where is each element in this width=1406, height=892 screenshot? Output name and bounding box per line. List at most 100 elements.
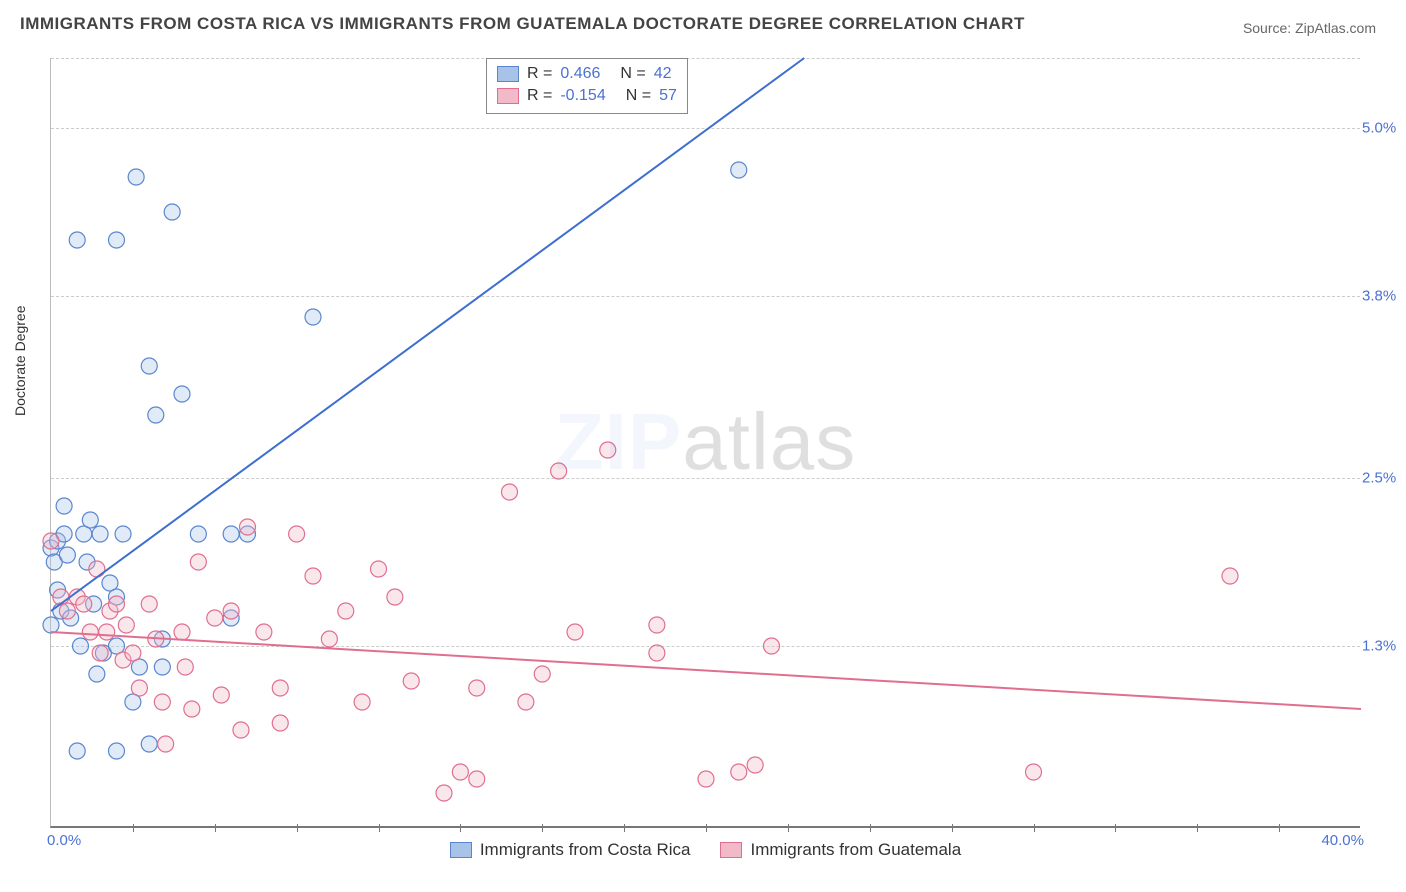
data-point (109, 232, 125, 248)
legend-item-costa-rica: Immigrants from Costa Rica (450, 840, 691, 860)
data-point (109, 743, 125, 759)
legend-row-costa-rica: R = 0.466 N = 42 (497, 63, 677, 85)
data-point (1222, 568, 1238, 584)
data-point (567, 624, 583, 640)
r-value: -0.154 (560, 87, 605, 105)
data-point (72, 638, 88, 654)
data-point (213, 687, 229, 703)
chart-title: IMMIGRANTS FROM COSTA RICA VS IMMIGRANTS… (20, 14, 1025, 34)
data-point (256, 624, 272, 640)
data-point (233, 722, 249, 738)
r-value: 0.466 (560, 65, 600, 83)
y-axis-label: Doctorate Degree (12, 305, 28, 416)
data-point (452, 764, 468, 780)
data-point (174, 386, 190, 402)
data-point (82, 512, 98, 528)
data-point (747, 757, 763, 773)
data-point (99, 624, 115, 640)
scatter-chart (51, 58, 1361, 828)
data-point (141, 596, 157, 612)
data-point (305, 568, 321, 584)
n-value: 57 (659, 87, 677, 105)
swatch-icon (497, 88, 519, 104)
y-tick-label: 5.0% (1362, 120, 1406, 137)
x-min-label: 0.0% (47, 832, 81, 849)
data-point (272, 715, 288, 731)
data-point (649, 617, 665, 633)
y-tick-label: 3.8% (1362, 288, 1406, 305)
data-point (469, 680, 485, 696)
data-point (154, 659, 170, 675)
data-point (82, 624, 98, 640)
data-point (92, 526, 108, 542)
trend-line (51, 632, 1361, 709)
data-point (59, 547, 75, 563)
data-point (1026, 764, 1042, 780)
data-point (223, 526, 239, 542)
data-point (174, 624, 190, 640)
data-point (698, 771, 714, 787)
data-point (69, 743, 85, 759)
data-point (141, 358, 157, 374)
data-point (469, 771, 485, 787)
data-point (141, 736, 157, 752)
data-point (649, 645, 665, 661)
swatch-icon (450, 842, 472, 858)
data-point (118, 617, 134, 633)
data-point (207, 610, 223, 626)
data-point (190, 554, 206, 570)
data-point (321, 631, 337, 647)
data-point (56, 498, 72, 514)
data-point (76, 596, 92, 612)
data-point (109, 596, 125, 612)
data-point (600, 442, 616, 458)
data-point (502, 484, 518, 500)
data-point (387, 589, 403, 605)
swatch-icon (720, 842, 742, 858)
data-point (289, 526, 305, 542)
data-point (190, 526, 206, 542)
x-max-label: 40.0% (1321, 832, 1364, 849)
legend-item-guatemala: Immigrants from Guatemala (720, 840, 961, 860)
y-tick-label: 1.3% (1362, 638, 1406, 655)
trend-line (51, 58, 804, 611)
data-point (148, 407, 164, 423)
data-point (338, 603, 354, 619)
data-point (59, 603, 75, 619)
data-point (89, 561, 105, 577)
source-label: Source: ZipAtlas.com (1243, 20, 1376, 36)
legend-row-guatemala: R = -0.154 N = 57 (497, 85, 677, 107)
plot-area: 1.3%2.5%3.8%5.0% ZIPatlas R = 0.466 N = … (50, 58, 1360, 828)
data-point (128, 169, 144, 185)
data-point (43, 617, 59, 633)
data-point (551, 463, 567, 479)
data-point (354, 694, 370, 710)
data-point (371, 561, 387, 577)
data-point (436, 785, 452, 801)
data-point (69, 232, 85, 248)
y-tick-label: 2.5% (1362, 470, 1406, 487)
data-point (154, 694, 170, 710)
legend-label: Immigrants from Guatemala (750, 840, 961, 860)
data-point (177, 659, 193, 675)
series-legend: Immigrants from Costa Rica Immigrants fr… (51, 840, 1360, 860)
data-point (158, 736, 174, 752)
data-point (403, 673, 419, 689)
data-point (518, 694, 534, 710)
data-point (305, 309, 321, 325)
data-point (43, 533, 59, 549)
data-point (164, 204, 180, 220)
legend-label: Immigrants from Costa Rica (480, 840, 691, 860)
data-point (534, 666, 550, 682)
data-point (764, 638, 780, 654)
n-value: 42 (654, 65, 672, 83)
data-point (731, 162, 747, 178)
data-point (115, 526, 131, 542)
data-point (89, 666, 105, 682)
data-point (131, 680, 147, 696)
data-point (272, 680, 288, 696)
data-point (92, 645, 108, 661)
swatch-icon (497, 66, 519, 82)
correlation-legend: R = 0.466 N = 42 R = -0.154 N = 57 (486, 58, 688, 114)
data-point (125, 645, 141, 661)
